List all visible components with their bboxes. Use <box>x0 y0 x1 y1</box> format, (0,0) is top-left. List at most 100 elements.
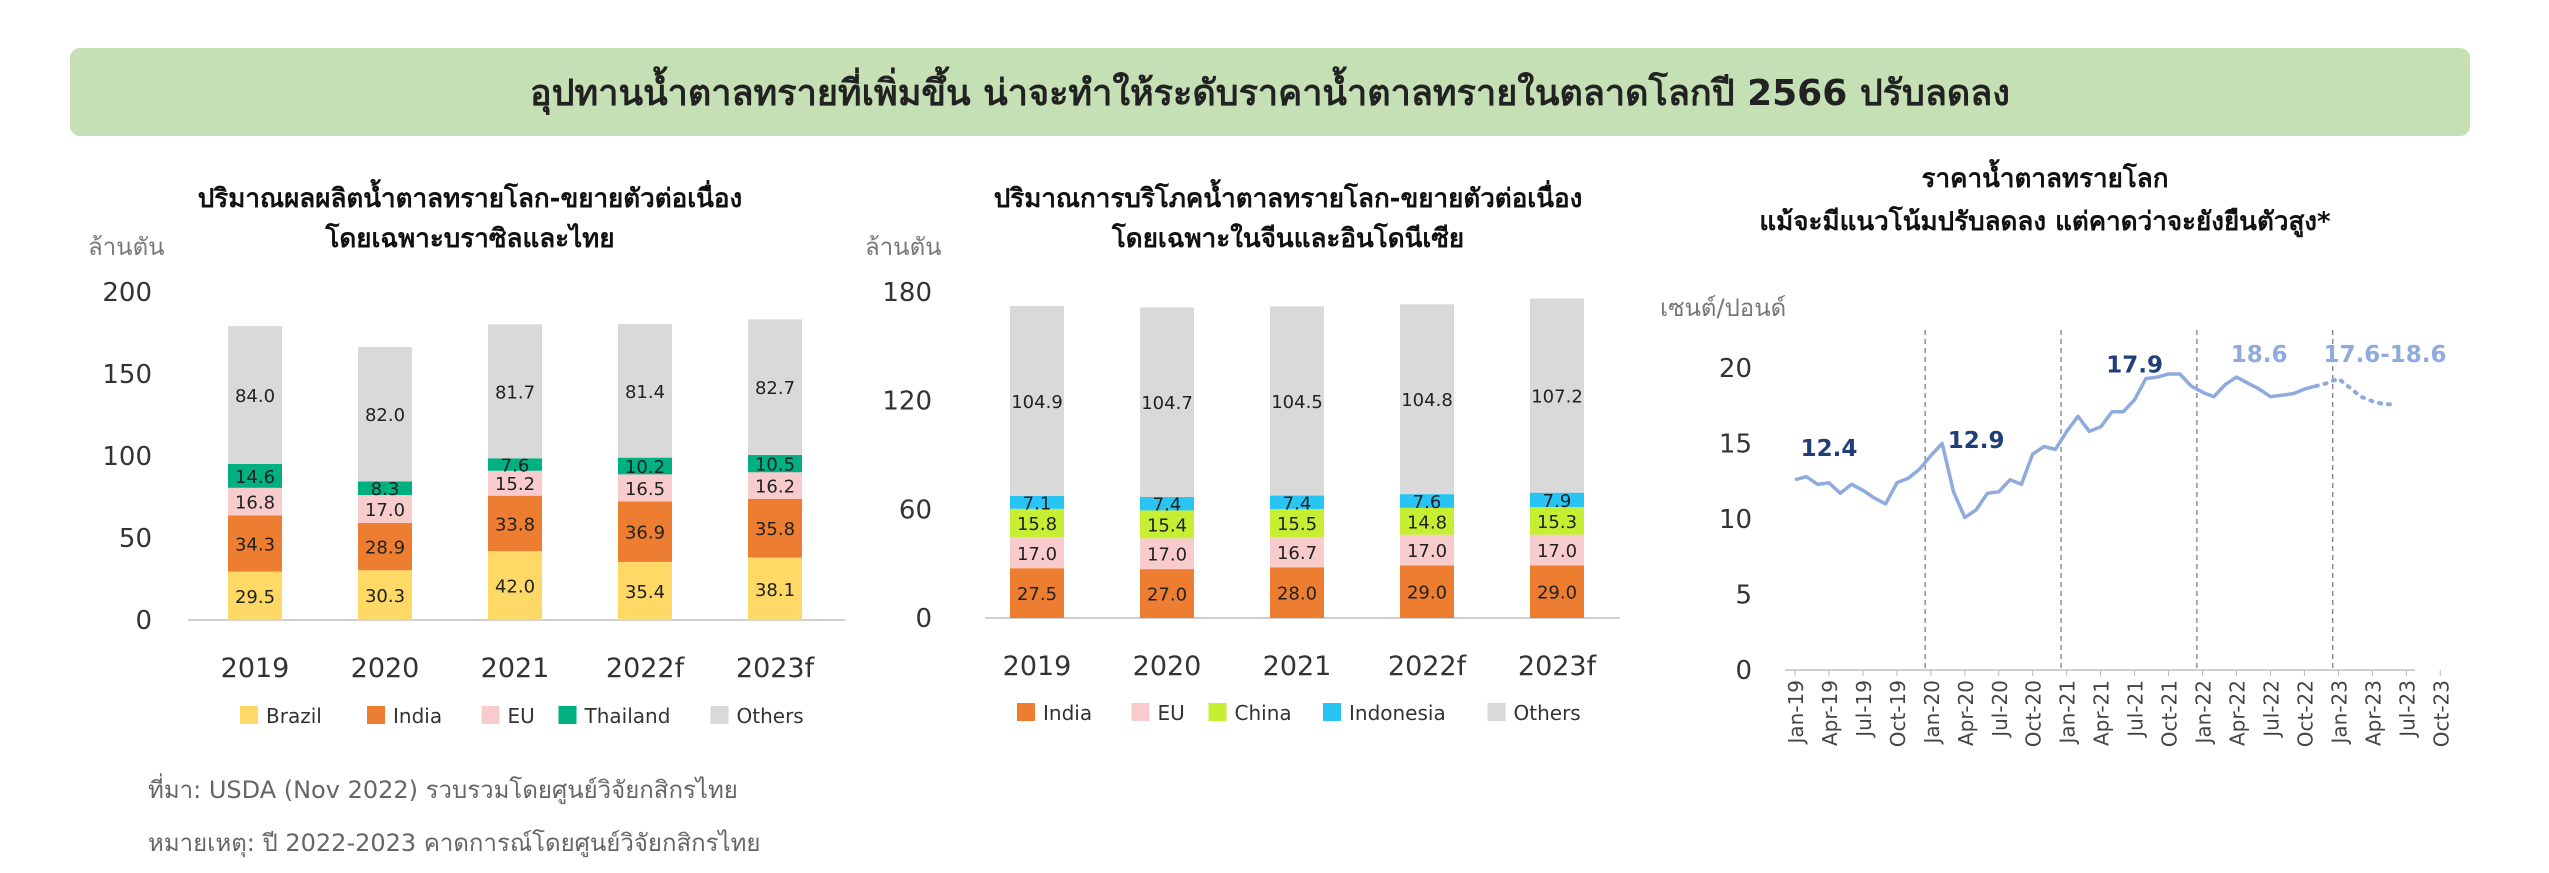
data-label: 17.0 <box>1537 541 1577 562</box>
legend-label: India <box>393 704 442 728</box>
data-label: 81.7 <box>495 382 535 403</box>
legend-label: Others <box>737 704 804 728</box>
data-label: 28.0 <box>1277 584 1317 605</box>
x-tick-label: Jan-21 <box>2056 680 2080 746</box>
x-tick-label: Apr-20 <box>1954 680 1978 746</box>
bar-segment-eu <box>1270 537 1324 568</box>
bar-segment-china <box>1400 507 1454 535</box>
bar-segment-indonesia <box>1400 494 1454 508</box>
data-label: 7.6 <box>1413 492 1442 513</box>
bar-segment-others <box>618 324 672 458</box>
chart-title-line: โดยเฉพาะในจีนและอินโดนีเซีย <box>1111 222 1464 254</box>
bar-segment-brazil <box>228 571 282 620</box>
y-tick-label: 20 <box>1719 354 1752 384</box>
data-label: 10.5 <box>755 455 795 476</box>
data-label: 8.3 <box>371 479 400 500</box>
y-tick-label: 5 <box>1735 581 1752 611</box>
data-label: 17.0 <box>1407 541 1447 562</box>
legend-label: Thailand <box>584 704 671 728</box>
x-tick-label: 2021 <box>481 653 550 684</box>
bar-segment-brazil <box>358 570 412 620</box>
legend-swatch-eu <box>1131 703 1150 721</box>
bar-segment-indonesia <box>1530 492 1584 507</box>
bar-segment-others <box>228 326 282 464</box>
bar-segment-brazil <box>488 551 542 620</box>
bar-segment-others <box>1140 307 1194 498</box>
y-tick-label: 100 <box>102 442 152 472</box>
bar-segment-others <box>1530 298 1584 493</box>
bar-segment-china <box>1140 510 1194 539</box>
data-label: 10.2 <box>625 457 665 478</box>
x-tick-label: 2021 <box>1263 651 1332 682</box>
data-label: 104.5 <box>1271 392 1323 413</box>
bar-segment-india <box>618 501 672 562</box>
y-tick-label: 200 <box>102 278 152 308</box>
data-label: 82.0 <box>365 405 405 426</box>
bar-segment-india <box>1530 565 1584 618</box>
legend-swatch-others <box>710 706 729 724</box>
x-tick-label: Jul-22 <box>2259 680 2283 739</box>
y-tick-label: 60 <box>899 495 932 525</box>
annotation-label: 17.9 <box>2106 353 2163 379</box>
x-tick-label: 2022f <box>606 653 686 684</box>
data-label: 16.7 <box>1277 543 1317 564</box>
legend-swatch-india <box>1017 703 1035 721</box>
x-tick-label: 2023f <box>1518 651 1598 682</box>
data-label: 7.9 <box>1543 491 1572 512</box>
data-label: 30.3 <box>365 586 405 607</box>
bar-segment-thailand <box>358 481 412 496</box>
data-label: 15.8 <box>1017 514 1057 535</box>
x-tick-label: Oct-22 <box>2293 680 2317 747</box>
x-tick-label: Oct-19 <box>1886 680 1910 747</box>
x-tick-label: Oct-23 <box>2429 680 2453 747</box>
y-tick-label: 150 <box>102 360 152 390</box>
bar-segment-eu <box>1010 537 1064 569</box>
data-label: 104.8 <box>1401 390 1453 411</box>
bar-segment-eu <box>618 474 672 502</box>
data-label: 7.4 <box>1283 493 1312 514</box>
y-tick-label: 15 <box>1719 430 1752 460</box>
bar-segment-india <box>488 495 542 552</box>
data-label: 104.7 <box>1141 393 1193 414</box>
bar-segment-india <box>1140 569 1194 618</box>
bar-segment-china <box>1530 506 1584 535</box>
data-label: 82.7 <box>755 378 795 399</box>
data-label: 14.6 <box>235 467 275 488</box>
x-tick-label: Jul-19 <box>1852 680 1876 739</box>
data-label: 28.9 <box>365 538 405 559</box>
data-label: 17.0 <box>1017 544 1057 565</box>
annotation-label: 12.9 <box>1948 428 2005 454</box>
data-label: 17.0 <box>1147 545 1187 566</box>
legend-swatch-brazil <box>240 706 258 724</box>
production-chart: ปริมาณผลผลิตน้ำตาลทรายโลก-ขยายตัวต่อเนื่… <box>88 178 845 728</box>
bar-segment-brazil <box>618 561 672 620</box>
chart-title-line: ปริมาณการบริโภคน้ำตาลทรายโลก-ขยายตัวต่อเ… <box>994 178 1583 214</box>
data-label: 15.5 <box>1277 514 1317 535</box>
x-tick-label: Jul-23 <box>2395 680 2419 739</box>
chart-title-line: โดยเฉพาะบราซิลและไทย <box>324 222 614 254</box>
bar-segment-thailand <box>228 463 282 488</box>
y-tick-label: 10 <box>1719 505 1752 535</box>
bar-segment-china <box>1010 508 1064 538</box>
bar-segment-others <box>748 319 802 456</box>
price-line-forecast <box>2313 376 2397 407</box>
data-label: 29.0 <box>1407 583 1447 604</box>
data-label: 14.8 <box>1407 512 1447 533</box>
bar-segment-eu <box>228 487 282 516</box>
bar-segment-others <box>358 346 412 482</box>
legend-label: India <box>1043 701 1092 725</box>
data-label: 27.5 <box>1017 584 1057 605</box>
banner-title: อุปทานน้ำตาลทรายที่เพิ่มขึ้น น่าจะทำให้ร… <box>530 72 2010 114</box>
data-label: 27.0 <box>1147 585 1187 606</box>
bar-segment-india <box>1010 568 1064 618</box>
y-unit-label: ล้านตัน <box>865 233 942 261</box>
data-label: 15.3 <box>1537 512 1577 533</box>
bar-segment-eu <box>1400 534 1454 566</box>
data-label: 35.8 <box>755 519 795 540</box>
legend-label: Brazil <box>266 704 322 728</box>
data-label: 81.4 <box>625 382 665 403</box>
x-tick-label: 2020 <box>351 653 420 684</box>
x-tick-label: 2019 <box>1003 651 1072 682</box>
y-unit-label: เซนต์/ปอนด์ <box>1660 294 1786 322</box>
